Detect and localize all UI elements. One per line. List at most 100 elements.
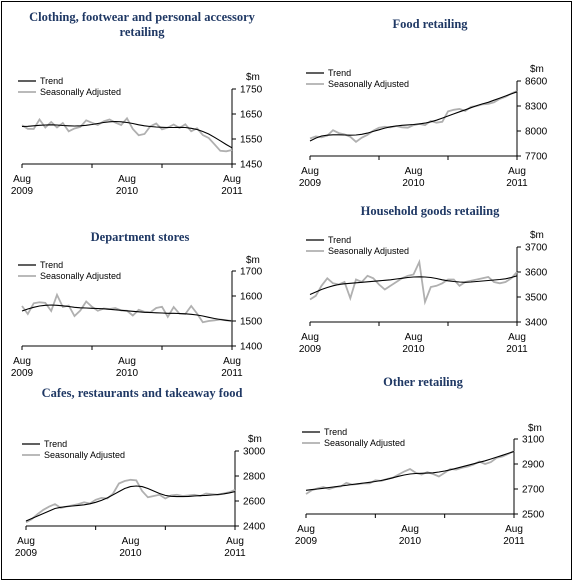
x-tick-label: Aug	[13, 174, 31, 185]
series-line-trend	[21, 304, 233, 322]
x-tick-label: Aug	[17, 536, 35, 547]
x-tick-label: Aug	[301, 332, 319, 343]
x-tick-label: 2010	[119, 548, 142, 559]
x-tick-label: Aug	[122, 536, 140, 547]
x-tick-label: 2010	[402, 344, 425, 355]
chart-panel-3: Department stores1400150016001700$mAug20…	[11, 230, 263, 379]
x-tick-label: 2010	[116, 368, 139, 379]
y-tick-label: 1650	[240, 110, 263, 121]
x-tick-label: Aug	[226, 536, 244, 547]
series-line-trend	[25, 485, 236, 522]
series-line-trend	[21, 120, 233, 149]
series-line-seasonally-adjusted	[309, 90, 518, 143]
y-tick-label: 2800	[243, 472, 266, 483]
chart-title: Department stores	[91, 230, 190, 244]
chart-panel-4: Household goods retailing 3400 3500 3600 370…	[299, 204, 548, 355]
legend-label-seasonally-adjusted: Seasonally Adjusted	[328, 79, 409, 89]
legend-label-seasonally-adjusted: Seasonally Adjusted	[44, 450, 125, 460]
y-tick-label: 2900	[522, 460, 545, 471]
y-tick-label: 8600	[525, 77, 548, 88]
y-tick-label: 2500	[522, 510, 545, 521]
x-tick-label: 2009	[11, 368, 34, 379]
y-tick-label: 8000	[525, 127, 548, 138]
chart-title: Household goods retailing	[361, 204, 500, 218]
x-tick-label: Aug	[118, 174, 136, 185]
x-tick-label: 2011	[503, 536, 525, 547]
legend-label-seasonally-adjusted: Seasonally Adjusted	[328, 246, 409, 256]
chart-panel-1: Clothing, footwear and personal accessor…	[11, 10, 263, 197]
x-tick-label: Aug	[223, 174, 241, 185]
y-tick-label: 1700	[240, 267, 263, 278]
y-tick-label: 7700	[525, 152, 548, 163]
x-tick-label: 2009	[299, 344, 322, 355]
y-tick-label: 3100	[522, 435, 545, 446]
y-tick-label: 2600	[243, 497, 266, 508]
x-tick-label: 2011	[506, 344, 528, 355]
y-tick-label: 1500	[240, 317, 263, 328]
y-tick-label: 1750	[240, 85, 263, 96]
y-tick-label: 2700	[522, 485, 545, 496]
x-tick-label: 2010	[399, 536, 422, 547]
x-tick-label: Aug	[401, 524, 419, 535]
y-tick-label: 1600	[240, 292, 263, 303]
x-tick-label: Aug	[505, 524, 523, 535]
x-tick-label: Aug	[301, 166, 319, 177]
x-tick-label: Aug	[223, 356, 241, 367]
series-line-seasonally-adjusted	[21, 292, 233, 324]
legend-label-trend: Trend	[40, 76, 63, 86]
x-tick-label: 2011	[221, 186, 243, 197]
y-tick-label: 3700	[525, 243, 548, 254]
x-tick-label: Aug	[508, 166, 526, 177]
x-tick-label: Aug	[508, 332, 526, 343]
x-tick-label: 2009	[299, 178, 322, 189]
chart-panel-6: Other retailing2500270029003100$mAug2009…	[295, 375, 545, 547]
series-line-trend	[309, 275, 518, 296]
legend-label-trend: Trend	[328, 68, 351, 78]
x-tick-label: 2011	[221, 368, 243, 379]
chart-panel-2: Food retailing7700800083008600$mAug2009A…	[299, 17, 548, 189]
chart-title: Other retailing	[383, 375, 463, 389]
chart-title: Cafes, restaurants and takeaway food	[42, 386, 243, 400]
x-tick-label: Aug	[405, 332, 423, 343]
series-line-seasonally-adjusted	[305, 450, 515, 495]
y-tick-label: 8300	[525, 102, 548, 113]
x-tick-label: Aug	[297, 524, 315, 535]
x-tick-label: 2011	[506, 178, 528, 189]
y-tick-label: 3500	[525, 293, 548, 304]
chart-title: Food retailing	[392, 17, 468, 31]
x-tick-label: 2011	[224, 548, 246, 559]
x-tick-label: Aug	[405, 166, 423, 177]
legend-label-trend: Trend	[40, 260, 63, 270]
chart-panel-5: Cafes, restaurants and takeaway food 2400…	[15, 386, 266, 559]
x-tick-label: 2010	[402, 178, 425, 189]
y-unit-label: $m	[530, 230, 544, 241]
chart-title: Clothing, footwear and personal accessor…	[29, 10, 256, 24]
x-tick-label: 2009	[15, 548, 38, 559]
legend-label-trend: Trend	[328, 235, 351, 245]
y-tick-label: 3400	[525, 318, 548, 329]
legend-label-seasonally-adjusted: Seasonally Adjusted	[40, 271, 121, 281]
y-unit-label: $m	[248, 434, 262, 445]
y-tick-label: 3000	[243, 447, 266, 458]
y-tick-label: 1400	[240, 342, 263, 353]
y-unit-label: $m	[528, 423, 542, 434]
y-tick-label: 1450	[240, 160, 263, 171]
legend-label-trend: Trend	[324, 427, 347, 437]
y-tick-label: 3600	[525, 268, 548, 279]
series-line-trend	[305, 450, 515, 491]
x-tick-label: Aug	[13, 356, 31, 367]
y-unit-label: $m	[246, 72, 260, 83]
x-tick-label: 2009	[11, 186, 34, 197]
series-line-seasonally-adjusted	[21, 116, 233, 153]
chart-title: retailing	[120, 25, 166, 39]
y-unit-label: $m	[246, 255, 260, 266]
x-tick-label: 2010	[116, 186, 139, 197]
series-line-trend	[309, 91, 518, 142]
legend-label-trend: Trend	[44, 439, 67, 449]
x-tick-label: Aug	[118, 356, 136, 367]
y-tick-label: 1550	[240, 135, 263, 146]
y-unit-label: $m	[530, 64, 544, 75]
legend-label-seasonally-adjusted: Seasonally Adjusted	[40, 87, 121, 97]
y-tick-label: 2400	[243, 522, 266, 533]
